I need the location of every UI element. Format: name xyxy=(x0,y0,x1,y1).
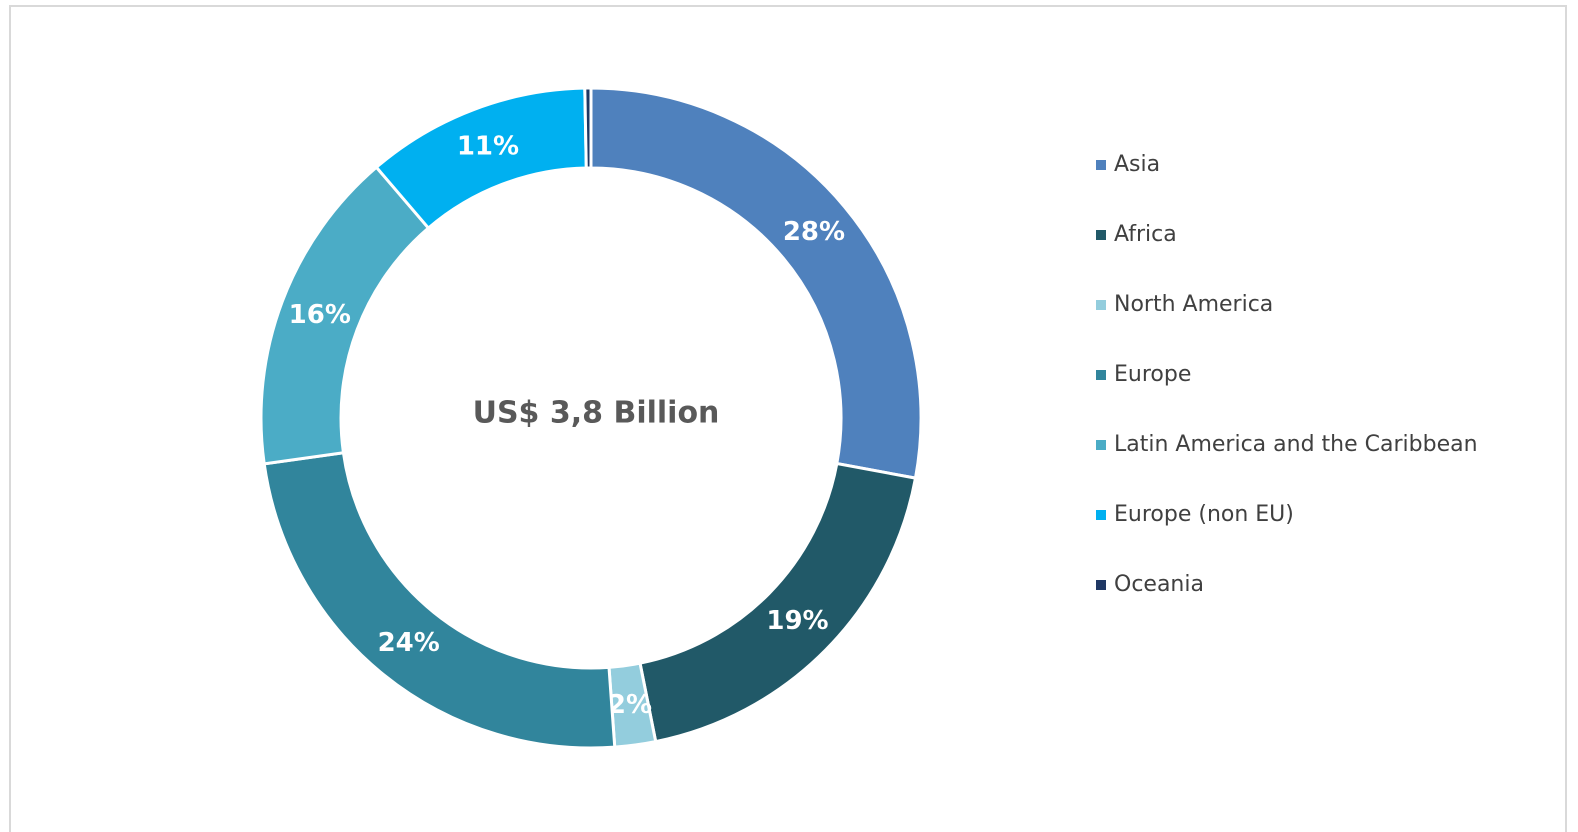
legend-label: North America xyxy=(1114,292,1273,317)
legend-marker xyxy=(1096,370,1106,380)
legend-label: Europe (non EU) xyxy=(1114,502,1294,527)
legend-label: Asia xyxy=(1114,152,1160,177)
data-label: 2% xyxy=(608,690,652,720)
legend-label: Africa xyxy=(1114,222,1177,247)
data-label: 16% xyxy=(289,300,351,330)
legend-marker xyxy=(1096,580,1106,590)
center-label: US$ 3,8 Billion xyxy=(473,396,720,431)
data-label: 28% xyxy=(783,217,845,247)
legend-marker xyxy=(1096,440,1106,450)
legend-marker xyxy=(1096,510,1106,520)
data-label: 19% xyxy=(766,606,828,636)
data-label: 11% xyxy=(457,131,519,161)
donut-slice xyxy=(583,86,593,170)
legend-marker xyxy=(1096,230,1106,240)
legend-label: Europe xyxy=(1114,362,1191,387)
legend-label: Oceania xyxy=(1114,572,1204,597)
legend-label: Latin America and the Caribbean xyxy=(1114,432,1478,457)
data-label: 24% xyxy=(378,628,440,658)
legend-marker xyxy=(1096,160,1106,170)
legend-marker xyxy=(1096,300,1106,310)
donut-slice xyxy=(589,86,923,480)
chart-frame xyxy=(9,5,1567,832)
